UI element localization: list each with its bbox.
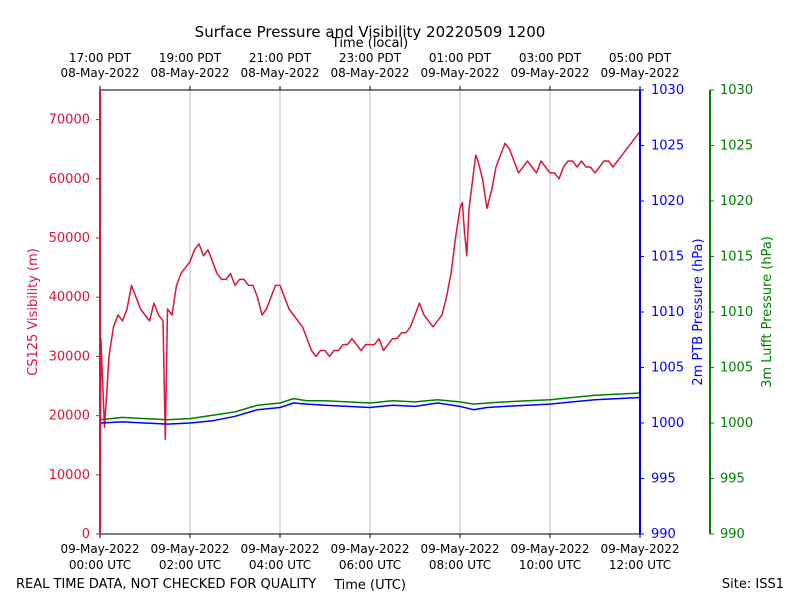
y-tick-label-left: 60000 (49, 172, 90, 187)
y-tick-label-right2: 995 (720, 472, 745, 487)
x-tick-label-top-date: 08-May-2022 (330, 66, 409, 80)
x-tick-label-bottom-time: 00:00 UTC (69, 558, 131, 572)
x-tick-label-bottom-time: 04:00 UTC (249, 558, 311, 572)
y-tick-label-right2: 1015 (720, 250, 753, 265)
x-axis-top-label: Time (local) (331, 36, 408, 51)
x-tick-label-bottom-date: 09-May-2022 (510, 542, 589, 556)
x-tick-label-top-time: 21:00 PDT (249, 51, 312, 65)
y-tick-label-right2: 1025 (720, 139, 753, 154)
y-tick-label-left: 40000 (49, 290, 90, 305)
y-axis-right2-label: 3m Lufft Pressure (hPa) (760, 236, 775, 388)
axes-layer: 09-May-2022 00:00 UTC 09-May-2022 02:00 UTC… (49, 51, 753, 572)
x-tick-label-top-date: 09-May-2022 (600, 66, 679, 80)
x-tick-label-bottom-time: 10:00 UTC (519, 558, 581, 572)
x-tick-label-bottom-date: 09-May-2022 (150, 542, 229, 556)
y-tick-label-left: 50000 (49, 231, 90, 246)
y-tick-label-right1: 1020 (651, 194, 684, 209)
x-tick-label-bottom-date: 09-May-2022 (600, 542, 679, 556)
y-tick-label-right1: 990 (651, 527, 676, 542)
x-tick-label-top-date: 08-May-2022 (240, 66, 319, 80)
x-tick-label-bottom-time: 12:00 UTC (609, 558, 671, 572)
series-layer (99, 130, 641, 535)
x-tick-label-top-date: 09-May-2022 (510, 66, 589, 80)
x-tick-label-top-time: 01:00 PDT (429, 51, 492, 65)
series-line-left (99, 130, 641, 535)
y-tick-label-right2: 1030 (720, 83, 753, 98)
x-tick-label-top-time: 19:00 PDT (159, 51, 222, 65)
y-axis-left-label: CS125 Visibility (m) (26, 248, 41, 376)
y-tick-label-left: 30000 (49, 349, 90, 364)
y-tick-label-right1: 1030 (651, 83, 684, 98)
y-tick-label-left: 0 (82, 527, 90, 542)
y-tick-label-right1: 1000 (651, 416, 684, 431)
series-line-right1 (99, 396, 641, 425)
y-tick-label-right2: 990 (720, 527, 745, 542)
y-tick-label-right2: 1000 (720, 416, 753, 431)
x-tick-label-top-time: 05:00 PDT (609, 51, 672, 65)
y-tick-label-right1: 1025 (651, 139, 684, 154)
x-tick-label-bottom-time: 02:00 UTC (159, 558, 221, 572)
x-tick-label-top-date: 09-May-2022 (420, 66, 499, 80)
y-tick-label-left: 10000 (49, 468, 90, 483)
x-axis-bottom-label: Time (UTC) (333, 578, 406, 593)
x-tick-label-bottom-time: 06:00 UTC (339, 558, 401, 572)
x-tick-label-top-time: 23:00 PDT (339, 51, 402, 65)
x-tick-label-bottom-time: 08:00 UTC (429, 558, 491, 572)
site-label: Site: ISS1 (722, 577, 784, 592)
y-tick-label-left: 70000 (49, 113, 90, 128)
y-tick-label-right1: 1010 (651, 305, 684, 320)
x-tick-label-top-time: 03:00 PDT (519, 51, 582, 65)
x-tick-label-top-date: 08-May-2022 (150, 66, 229, 80)
grid-lines (99, 90, 641, 534)
y-tick-label-right1: 1005 (651, 361, 684, 376)
y-axis-right1-label: 2m PTB Pressure (hPa) (691, 238, 706, 385)
y-tick-label-right2: 1005 (720, 361, 753, 376)
x-tick-label-top-date: 08-May-2022 (60, 66, 139, 80)
chart-title: Surface Pressure and Visibility 20220509… (195, 23, 546, 41)
x-tick-label-bottom-date: 09-May-2022 (240, 542, 319, 556)
series-line-right2 (99, 392, 641, 421)
x-tick-label-top-time: 17:00 PDT (69, 51, 132, 65)
y-tick-label-right1: 995 (651, 472, 676, 487)
x-tick-label-bottom-date: 09-May-2022 (420, 542, 499, 556)
y-tick-label-right1: 1015 (651, 250, 684, 265)
x-tick-label-bottom-date: 09-May-2022 (330, 542, 409, 556)
y-tick-label-left: 20000 (49, 409, 90, 424)
quality-disclaimer: REAL TIME DATA, NOT CHECKED FOR QUALITY (16, 577, 316, 592)
x-tick-label-bottom-date: 09-May-2022 (60, 542, 139, 556)
y-tick-label-right2: 1010 (720, 305, 753, 320)
y-tick-label-right2: 1020 (720, 194, 753, 209)
